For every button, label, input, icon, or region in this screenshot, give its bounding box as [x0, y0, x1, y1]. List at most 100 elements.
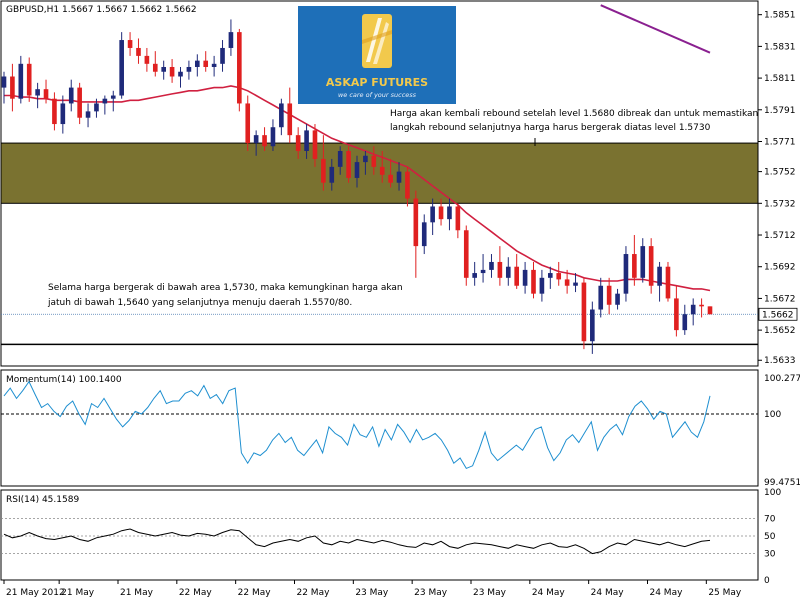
- candle: [279, 98, 284, 136]
- candle: [421, 214, 427, 255]
- candle-body: [94, 103, 99, 112]
- candle: [194, 54, 200, 77]
- candle: [304, 124, 309, 159]
- rsi-panel-border: [0, 489, 759, 581]
- candle: [203, 51, 209, 72]
- logo-emblem-icon: [362, 14, 392, 68]
- candle: [161, 60, 167, 80]
- current-price-box: [758, 307, 798, 321]
- rsi-line: [3, 528, 711, 555]
- candle-body: [60, 103, 66, 125]
- note-lower-line2: jatuh di bawah 1,5640 yang selanjutnya m…: [47, 298, 352, 308]
- price-tick-label: 1.5692: [764, 263, 796, 273]
- candle-body: [707, 306, 713, 315]
- candle-body: [85, 111, 91, 118]
- candle: [438, 198, 444, 226]
- candle: [648, 238, 654, 294]
- candle: [127, 32, 133, 56]
- candle-body: [52, 98, 57, 125]
- candle-body: [321, 158, 326, 183]
- candle-body: [455, 206, 461, 231]
- candle-body: [632, 254, 637, 278]
- candle-body: [648, 246, 654, 286]
- candle: [68, 79, 74, 112]
- candle: [379, 151, 385, 183]
- candle: [632, 235, 637, 286]
- candle-body: [640, 246, 646, 278]
- candle: [85, 103, 91, 128]
- candle-body: [178, 71, 183, 77]
- momentum-tick-label: 99.4751: [764, 478, 800, 488]
- candle: [623, 246, 629, 302]
- candle: [547, 266, 553, 289]
- candle-body: [497, 261, 503, 278]
- price-tick-label: 1.5752: [764, 168, 796, 178]
- candle: [388, 158, 393, 188]
- price-tick-label: 1.5831: [764, 42, 796, 52]
- candle: [480, 254, 486, 283]
- rsi-tick-label: 0: [764, 576, 770, 586]
- candle-body: [136, 47, 141, 56]
- candle: [43, 79, 49, 104]
- candle: [405, 166, 410, 207]
- candle: [640, 238, 646, 283]
- candle: [430, 198, 435, 236]
- logo-title: ASKAP FUTURES: [326, 76, 428, 89]
- candle: [270, 119, 276, 152]
- candle-body: [421, 222, 427, 247]
- candle: [237, 28, 242, 112]
- candle-body: [573, 282, 578, 286]
- candle: [228, 19, 234, 56]
- rsi-tick-label: 50: [764, 532, 776, 542]
- candle-body: [564, 279, 570, 286]
- candle-body: [556, 273, 562, 280]
- candle: [606, 277, 612, 315]
- candle-body: [472, 273, 477, 278]
- candle: [564, 269, 570, 294]
- candle: [220, 40, 225, 72]
- momentum-tick-label: 100: [764, 410, 781, 420]
- time-tick-label: 23 May: [473, 588, 507, 598]
- note-upper-line2: langkah rebound selanjutnya harga harus …: [390, 123, 711, 133]
- candle: [178, 66, 183, 88]
- candle: [245, 95, 251, 152]
- candle-body: [312, 130, 318, 159]
- time-tick-label: 21 May 2012: [6, 588, 65, 598]
- time-tick-label: 24 May: [532, 588, 566, 598]
- price-tick-label: 1.5811: [764, 74, 796, 84]
- candle: [447, 198, 452, 231]
- candle-body: [690, 304, 696, 315]
- candle-body: [514, 266, 520, 286]
- candle: [472, 261, 477, 286]
- candle: [514, 254, 520, 289]
- candle: [312, 124, 318, 167]
- candle-body: [220, 47, 225, 64]
- candle: [497, 246, 503, 286]
- candle: [211, 55, 217, 77]
- candle: [18, 55, 24, 104]
- candle: [371, 146, 377, 175]
- price-tick-label: 1.5732: [764, 199, 796, 209]
- candle-body: [1, 76, 7, 88]
- candle-body: [127, 40, 133, 48]
- time-tick-label: 22 May: [238, 588, 272, 598]
- candle: [186, 60, 192, 80]
- candle-body: [102, 98, 108, 104]
- candle-body: [405, 171, 410, 199]
- candle: [1, 71, 7, 104]
- candle-body: [674, 298, 679, 331]
- candle: [169, 59, 175, 83]
- candle: [321, 135, 326, 191]
- candle: [396, 162, 402, 191]
- momentum-panel-border: [0, 369, 759, 487]
- candle-body: [371, 155, 377, 167]
- candle: [102, 95, 108, 115]
- resistance-zone: [0, 142, 759, 204]
- candle-body: [379, 166, 385, 175]
- rsi-tick-label: 30: [764, 550, 776, 560]
- rsi-label: RSI(14) 45.1589: [6, 495, 79, 505]
- price-tick-label: 1.5851: [764, 11, 796, 21]
- candle-body: [623, 254, 629, 294]
